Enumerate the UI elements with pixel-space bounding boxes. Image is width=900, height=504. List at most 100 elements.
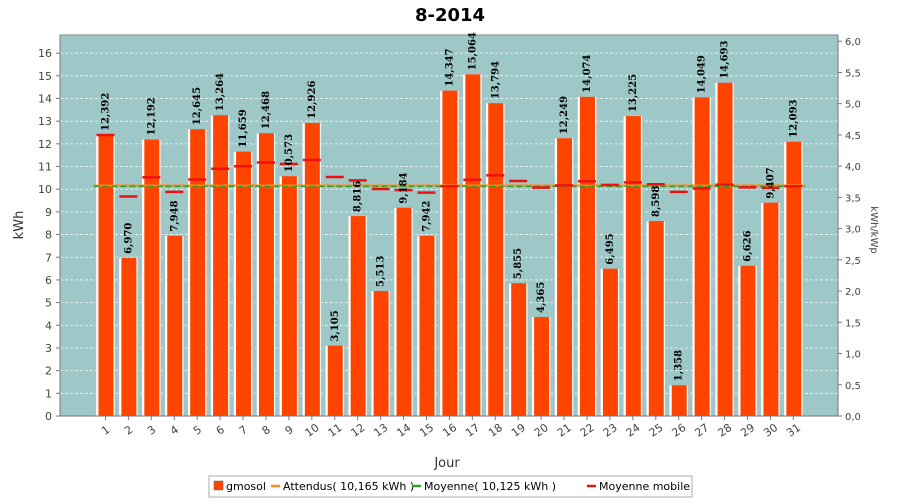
legend-label: Moyenne mobile bbox=[599, 480, 690, 493]
legend-box bbox=[208, 475, 693, 498]
data-label: 6,495 bbox=[605, 233, 616, 264]
legend-label: gmosol bbox=[226, 480, 266, 493]
data-label: 6,970 bbox=[123, 223, 134, 254]
bar bbox=[694, 97, 710, 417]
y-tick-label: 2 bbox=[45, 365, 52, 378]
bar bbox=[763, 202, 779, 416]
bar bbox=[236, 151, 252, 417]
x-tick-label: 31 bbox=[784, 421, 803, 440]
y-tick-label: 10 bbox=[38, 183, 52, 196]
x-tick-label: 25 bbox=[647, 421, 666, 440]
data-label: 11,659 bbox=[238, 109, 249, 147]
y-right-tick-label: 5,5 bbox=[845, 68, 861, 79]
y-right-tick-label: 2,5 bbox=[845, 256, 861, 267]
y-right-tick-label: 5,0 bbox=[845, 100, 861, 111]
x-tick-label: 9 bbox=[283, 423, 296, 438]
x-tick-label: 12 bbox=[349, 421, 368, 440]
y-tick-label: 16 bbox=[38, 47, 52, 60]
bar bbox=[786, 141, 802, 416]
data-label: 12,192 bbox=[146, 97, 157, 135]
data-label: 12,249 bbox=[559, 96, 570, 134]
x-tick-label: 29 bbox=[738, 421, 757, 440]
data-label: 14,693 bbox=[720, 40, 731, 78]
bar bbox=[258, 133, 274, 416]
bar bbox=[121, 257, 137, 416]
data-label: 13,264 bbox=[215, 73, 226, 111]
x-tick-label: 19 bbox=[509, 421, 528, 440]
data-label: 14,049 bbox=[697, 55, 708, 93]
bar bbox=[557, 138, 573, 416]
bar bbox=[213, 115, 229, 416]
bar bbox=[488, 103, 504, 416]
bar bbox=[327, 345, 343, 416]
x-tick-label: 11 bbox=[326, 421, 345, 440]
bar bbox=[579, 96, 595, 417]
y-right-tick-label: 4,0 bbox=[845, 162, 861, 173]
x-tick-label: 16 bbox=[440, 421, 459, 440]
bar bbox=[350, 216, 366, 416]
x-tick-label: 17 bbox=[463, 421, 482, 440]
data-label: 10,573 bbox=[284, 134, 295, 172]
data-label: 1,358 bbox=[674, 350, 685, 381]
y-right-tick-label: 3,5 bbox=[845, 193, 861, 204]
y-tick-label: 15 bbox=[38, 70, 52, 83]
data-label: 5,855 bbox=[513, 248, 524, 279]
data-label: 7,942 bbox=[421, 201, 432, 232]
x-tick-label: 27 bbox=[692, 421, 711, 440]
x-tick-label: 24 bbox=[624, 421, 643, 440]
x-axis-title: Jour bbox=[433, 456, 460, 471]
data-label: 14,347 bbox=[444, 48, 455, 86]
bar bbox=[602, 268, 618, 416]
x-tick-label: 8 bbox=[260, 423, 273, 438]
x-tick-label: 30 bbox=[761, 421, 780, 440]
y-tick-label: 11 bbox=[38, 161, 52, 174]
bar bbox=[281, 176, 297, 416]
y-tick-label: 13 bbox=[38, 115, 52, 128]
legend-label: Attendus( 10,165 kWh ) bbox=[283, 480, 414, 493]
y-right-tick-label: 1,0 bbox=[845, 350, 861, 361]
data-label: 5,513 bbox=[376, 256, 387, 287]
bar bbox=[167, 235, 183, 416]
y-right-tick-label: 6,0 bbox=[845, 37, 861, 48]
data-label: 6,626 bbox=[743, 230, 754, 261]
data-label: 15,064 bbox=[467, 32, 478, 70]
y-tick-label: 12 bbox=[38, 138, 52, 151]
y-tick-label: 7 bbox=[45, 251, 52, 264]
x-tick-label: 13 bbox=[371, 421, 390, 440]
y-right-tick-label: 0,5 bbox=[845, 381, 861, 392]
data-label: 3,105 bbox=[330, 310, 341, 341]
bar bbox=[511, 283, 527, 416]
x-tick-label: 10 bbox=[303, 421, 322, 440]
x-tick-label: 7 bbox=[237, 423, 250, 438]
data-label: 9,184 bbox=[399, 172, 410, 203]
x-tick-label: 21 bbox=[555, 421, 574, 440]
x-tick-label: 15 bbox=[417, 421, 436, 440]
y-tick-label: 3 bbox=[45, 342, 52, 355]
bar bbox=[304, 122, 320, 417]
x-tick-label: 20 bbox=[532, 421, 551, 440]
data-label: 9,407 bbox=[765, 167, 776, 198]
x-tick-label: 28 bbox=[715, 421, 734, 440]
x-tick-label: 3 bbox=[145, 423, 158, 438]
data-label: 4,365 bbox=[536, 282, 547, 313]
bar bbox=[98, 134, 114, 416]
x-tick-label: 6 bbox=[214, 423, 227, 438]
data-label: 13,794 bbox=[490, 61, 501, 99]
bar bbox=[648, 221, 664, 416]
y-right-tick-label: 0,0 bbox=[845, 412, 861, 423]
bar bbox=[373, 290, 389, 416]
data-label: 12,926 bbox=[307, 81, 318, 119]
bar bbox=[717, 82, 733, 416]
y-tick-label: 8 bbox=[45, 229, 52, 242]
data-label: 12,093 bbox=[788, 99, 799, 137]
x-tick-label: 2 bbox=[122, 423, 135, 438]
y-tick-label: 6 bbox=[45, 274, 52, 287]
x-tick-label: 26 bbox=[670, 421, 689, 440]
y-tick-label: 5 bbox=[45, 297, 52, 310]
x-tick-label: 18 bbox=[486, 421, 505, 440]
y-right-tick-label: 2,0 bbox=[845, 287, 861, 298]
data-label: 8,816 bbox=[353, 181, 364, 212]
bar bbox=[465, 74, 481, 417]
